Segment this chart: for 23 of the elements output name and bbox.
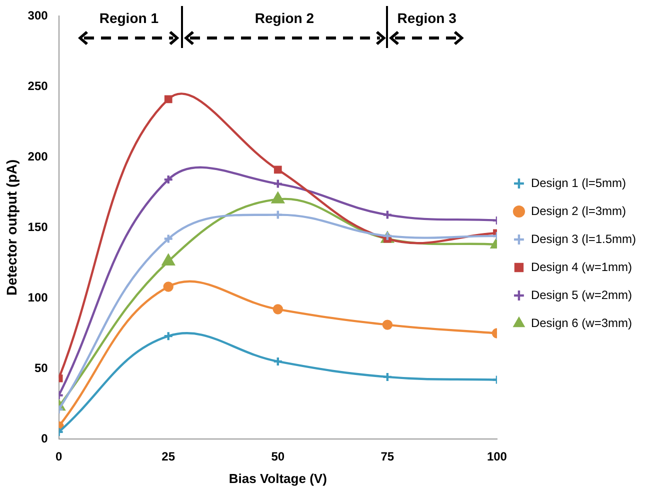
annotation: Region 3 [397,10,456,26]
y-tick-label: 150 [28,220,48,234]
x-tick-label: 75 [380,450,394,464]
x-axis-title: Bias Voltage (V) [228,470,327,486]
y-axis-title: Detector output (pA) [3,159,20,296]
x-tick-label: 25 [162,450,176,464]
y-tick-label: 100 [28,290,48,304]
legend-label: Design 5 (w=2mm) [530,288,632,302]
annotation: Region 1 [99,10,158,26]
x-tick-label: 50 [271,450,285,464]
y-tick-label: 200 [28,149,48,164]
y-tick-label: 50 [34,360,48,375]
x-tick-label: 0 [55,450,62,464]
x-tick-label: 100 [486,450,508,464]
annotation: Region 2 [254,10,314,26]
legend-label: Design 3 (l=1.5mm) [530,232,636,246]
y-tick-label: 250 [28,78,48,93]
legend-label: Design 6 (w=3mm) [530,316,632,330]
y-tick-label: 0 [41,431,48,446]
y-tick-label: 300 [28,8,48,22]
legend-label: Design 2 (l=3mm) [530,204,626,218]
legend-label: Design 1 (l=5mm) [530,176,626,190]
legend-label: Design 4 (w=1mm) [530,260,632,274]
